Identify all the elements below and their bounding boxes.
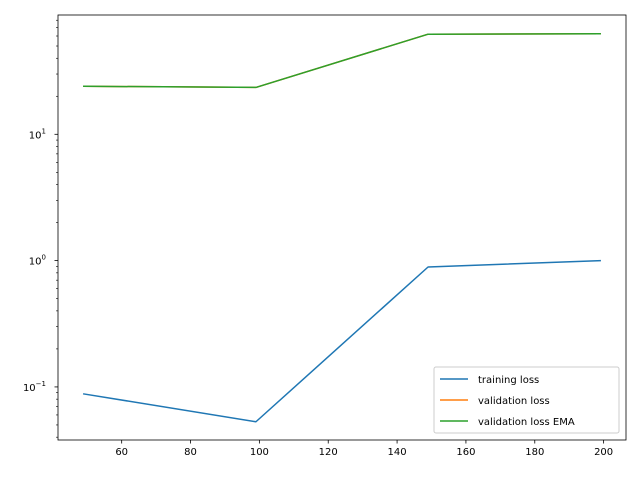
x-tick-label: 140 [388, 447, 407, 458]
x-tick-label: 100 [250, 447, 269, 458]
y-tick-exponent: −1 [36, 380, 46, 388]
series-layer [82, 33, 601, 423]
series-line-validation-loss-ema [83, 33, 601, 89]
y-tick-label: 10−1 [23, 380, 46, 394]
legend: training loss validation loss validation l… [433, 366, 620, 434]
y-tick-base: 10 [29, 130, 42, 141]
x-tick-label: 80 [184, 447, 197, 458]
y-tick-exponent: 1 [42, 127, 46, 135]
legend-box [433, 366, 620, 434]
y-tick-base: 10 [29, 257, 42, 268]
legend-label: validation loss [478, 396, 550, 407]
x-tick-label: 200 [594, 447, 613, 458]
y-tick-base: 10 [23, 383, 36, 394]
y-tick-label: 101 [29, 127, 46, 141]
plot-frame [57, 14, 627, 441]
x-tick-label: 60 [115, 447, 128, 458]
x-tick-label: 180 [525, 447, 544, 458]
x-axis-ticks: 60 80 100 120 140 160 180 200 [115, 440, 613, 458]
y-tick-label: 100 [29, 254, 46, 268]
y-tick-exponent: 0 [42, 254, 46, 262]
x-tick-label: 120 [319, 447, 338, 458]
x-tick-label: 160 [456, 447, 475, 458]
legend-label: training loss [478, 375, 539, 386]
legend-label: validation loss EMA [478, 417, 575, 428]
series-line-training-loss [82, 259, 601, 423]
